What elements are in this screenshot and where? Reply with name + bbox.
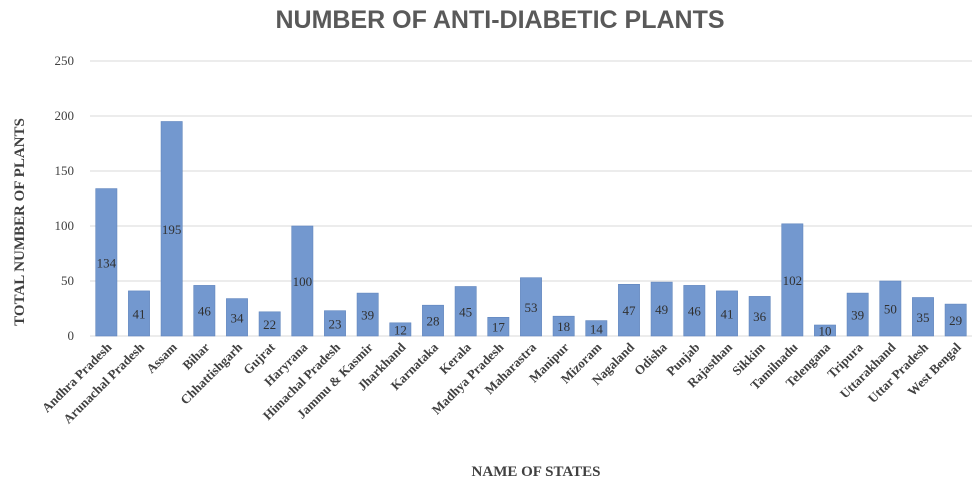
bar xyxy=(650,281,673,337)
bar xyxy=(160,121,183,337)
y-axis-ticks: 0 50 100 150 200 250 xyxy=(55,53,75,343)
bar xyxy=(258,311,281,337)
y-tick-label: 200 xyxy=(55,108,75,123)
data-label: 102 xyxy=(783,273,803,288)
bar xyxy=(748,296,771,337)
bar xyxy=(552,315,575,337)
bar xyxy=(454,286,477,337)
bar xyxy=(487,316,510,337)
data-label: 41 xyxy=(721,306,734,321)
y-tick-label: 50 xyxy=(61,273,74,288)
data-label: 14 xyxy=(590,321,604,336)
bar xyxy=(128,290,150,337)
bar xyxy=(912,297,934,337)
data-label: 39 xyxy=(851,308,864,323)
data-label: 134 xyxy=(97,255,117,270)
bar xyxy=(618,283,640,337)
data-label: 49 xyxy=(655,302,668,317)
data-label: 18 xyxy=(557,319,570,334)
bar xyxy=(716,290,738,337)
bar xyxy=(814,324,836,337)
data-label: 17 xyxy=(492,320,506,335)
bar xyxy=(683,285,706,337)
data-label: 39 xyxy=(361,308,374,323)
bar xyxy=(944,303,967,337)
data-label: 100 xyxy=(293,274,313,289)
data-label: 50 xyxy=(884,302,897,317)
bar xyxy=(846,292,869,337)
category-label: Odisha xyxy=(631,339,670,378)
y-tick-label: 250 xyxy=(55,53,75,68)
data-label: 46 xyxy=(198,304,212,319)
bar xyxy=(879,280,902,337)
bar xyxy=(356,292,379,337)
data-label: 29 xyxy=(949,313,962,328)
bar xyxy=(324,310,346,337)
data-labels: 134 41 195 46 34 22 100 23 39 12 28 45 17 53 18 14 47 49 4… xyxy=(97,222,963,339)
data-label: 28 xyxy=(427,314,440,329)
bar xyxy=(585,320,608,337)
data-label: 53 xyxy=(525,300,538,315)
bar xyxy=(226,298,248,337)
data-label: 10 xyxy=(819,324,832,339)
data-label: 22 xyxy=(263,317,276,332)
y-tick-label: 150 xyxy=(55,163,75,178)
y-tick-label: 0 xyxy=(68,328,75,343)
bars xyxy=(95,121,967,337)
data-label: 41 xyxy=(133,306,146,321)
chart-title: NUMBER OF ANTI-DIABETIC PLANTS xyxy=(275,6,724,34)
category-label: Assam xyxy=(143,339,180,376)
data-label: 45 xyxy=(459,304,472,319)
data-label: 47 xyxy=(623,303,637,318)
bar xyxy=(95,188,118,337)
bar xyxy=(291,225,314,337)
data-label: 12 xyxy=(394,322,407,337)
x-axis-title: NAME OF STATES xyxy=(472,464,601,480)
bar xyxy=(389,322,412,337)
bar xyxy=(520,277,542,337)
bar xyxy=(781,223,804,337)
data-label: 36 xyxy=(753,309,767,324)
bar xyxy=(193,285,216,337)
y-axis-title: TOTAL NUMBER OF PLANTS xyxy=(12,118,28,326)
bar xyxy=(422,304,444,337)
data-label: 23 xyxy=(329,316,342,331)
data-label: 46 xyxy=(688,304,702,319)
data-label: 195 xyxy=(162,222,182,237)
data-label: 35 xyxy=(917,310,930,325)
data-label: 34 xyxy=(231,310,245,325)
y-tick-label: 100 xyxy=(55,218,75,233)
